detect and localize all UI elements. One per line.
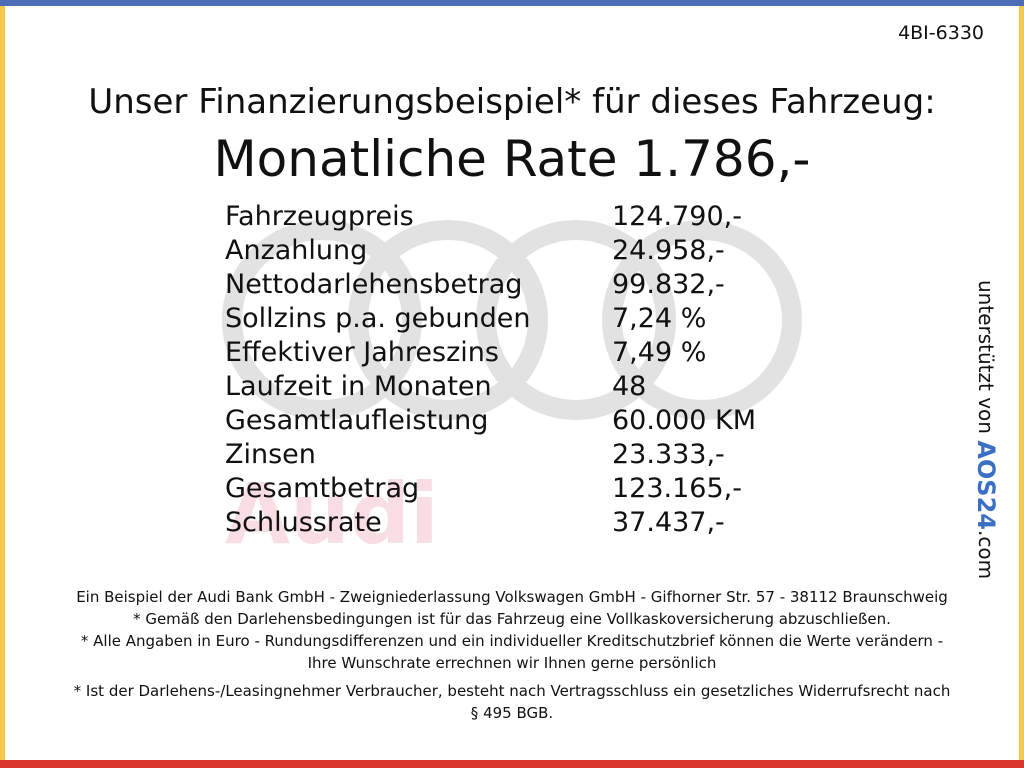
table-row: Gesamtbetrag 123.165,- xyxy=(225,472,825,506)
footnote: * Alle Angaben in Euro - Rundungsdiffere… xyxy=(80,632,944,672)
footnotes: Ein Beispiel der Audi Bank GmbH - Zweign… xyxy=(70,586,954,724)
row-value: 123.165,- xyxy=(612,473,742,504)
footnote: * Ist der Darlehens-/Leasingnehmer Verbr… xyxy=(73,682,951,722)
table-row: Gesamtlaufleistung 60.000 KM xyxy=(225,404,825,438)
table-row: Anzahlung 24.958,- xyxy=(225,234,825,268)
row-value: 24.958,- xyxy=(612,235,725,266)
table-row: Laufzeit in Monaten 48 xyxy=(225,370,825,404)
vehicle-code: 4BI-6330 xyxy=(898,22,984,44)
row-value: 7,24 % xyxy=(612,303,707,334)
sponsor-text: unterstützt von xyxy=(974,280,998,434)
row-label: Schlussrate xyxy=(225,507,382,538)
row-value: 124.790,- xyxy=(612,201,742,232)
row-value: 48 xyxy=(612,371,647,402)
row-label: Gesamtbetrag xyxy=(225,473,420,504)
monthly-rate: Monatliche Rate 1.786,- xyxy=(213,130,811,188)
row-label: Laufzeit in Monaten xyxy=(225,371,492,402)
sponsor-logo: AOS24 xyxy=(972,440,1000,530)
footnote: * Gemäß den Darlehensbedingungen ist für… xyxy=(133,610,891,628)
right-bar xyxy=(1019,6,1024,760)
row-label: Effektiver Jahreszins xyxy=(225,337,499,368)
top-bar xyxy=(0,0,1024,6)
table-row: Fahrzeugpreis 124.790,- xyxy=(225,200,825,234)
row-value: 37.437,- xyxy=(612,507,725,538)
table-row: Effektiver Jahreszins 7,49 % xyxy=(225,336,825,370)
row-label: Sollzins p.a. gebunden xyxy=(225,303,531,334)
row-label: Nettodarlehensbetrag xyxy=(225,269,523,300)
row-value: 23.333,- xyxy=(612,439,725,470)
row-label: Anzahlung xyxy=(225,235,368,266)
table-row: Schlussrate 37.437,- xyxy=(225,506,825,540)
table-row: Zinsen 23.333,- xyxy=(225,438,825,472)
bottom-bar xyxy=(0,760,1024,768)
row-value: 60.000 KM xyxy=(612,405,757,436)
sponsor-suffix: .com xyxy=(974,529,998,580)
table-row: Sollzins p.a. gebunden 7,24 % xyxy=(225,302,825,336)
left-bar xyxy=(0,6,5,760)
footnote: Ein Beispiel der Audi Bank GmbH - Zweign… xyxy=(76,588,948,606)
row-label: Zinsen xyxy=(225,439,316,470)
row-value: 99.832,- xyxy=(612,269,725,300)
title: Unser Finanzierungsbeispiel* für dieses … xyxy=(88,82,936,122)
sponsor: unterstützt von AOS24.com xyxy=(972,280,1000,579)
table-row: Nettodarlehensbetrag 99.832,- xyxy=(225,268,825,302)
row-value: 7,49 % xyxy=(612,337,707,368)
row-label: Fahrzeugpreis xyxy=(225,201,414,232)
finance-table: Fahrzeugpreis 124.790,- Anzahlung 24.958,- N… xyxy=(225,200,825,540)
row-label: Gesamtlaufleistung xyxy=(225,405,489,436)
watermark-text: Audi xyxy=(225,465,439,563)
